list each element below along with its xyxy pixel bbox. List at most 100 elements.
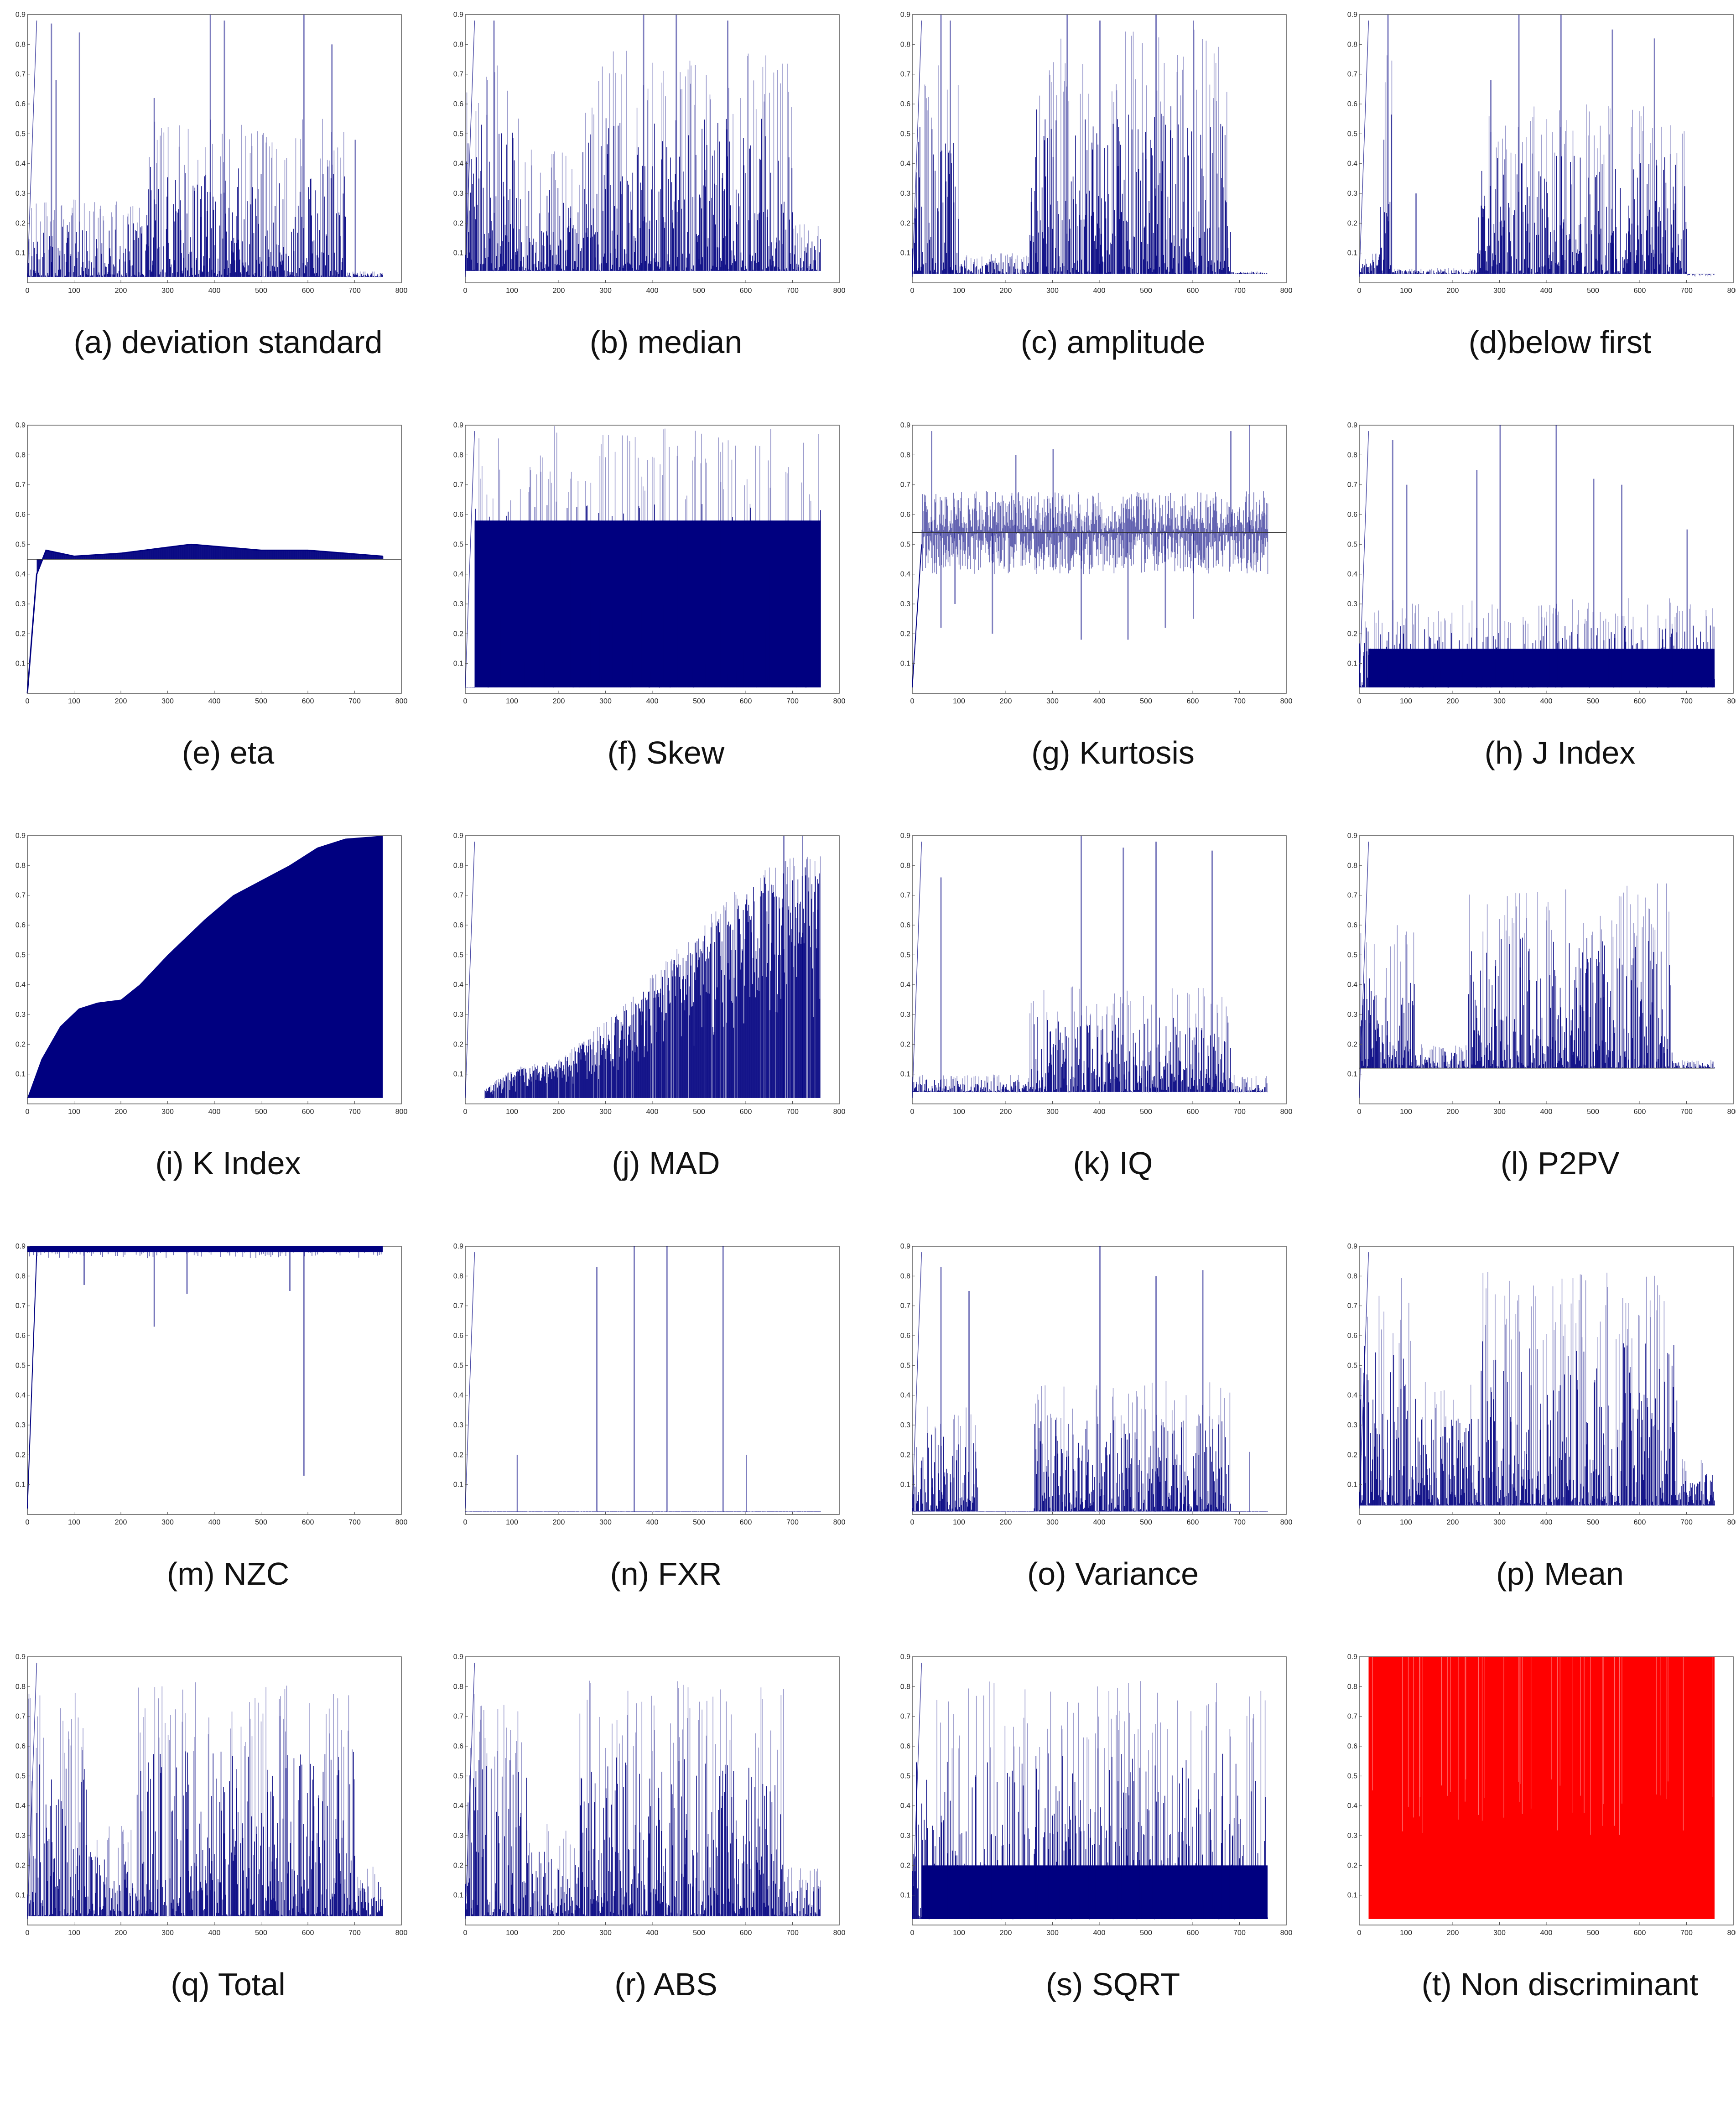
- bar-mark: [1008, 263, 1009, 274]
- bar-mark: [1659, 628, 1660, 687]
- bar-mark: [1681, 268, 1682, 274]
- bar-mark: [1635, 663, 1636, 687]
- bar-mark: [203, 545, 205, 559]
- bar-mark: [594, 543, 595, 687]
- bar-mark: [195, 545, 196, 559]
- bar-mark: [97, 555, 99, 559]
- bar-mark: [249, 153, 251, 277]
- bar-mark: [1165, 125, 1166, 274]
- bar-mark: [476, 157, 477, 271]
- bar-mark: [1150, 140, 1151, 274]
- bar-mark: [1260, 520, 1261, 571]
- bar-mark: [1668, 687, 1669, 688]
- bar-mark: [1566, 235, 1567, 274]
- y-tick-label: 0.5: [453, 541, 463, 548]
- bar-mark: [930, 271, 931, 274]
- bar-mark: [1596, 175, 1597, 274]
- bar-mark: [282, 199, 284, 277]
- bar-mark: [1566, 640, 1567, 687]
- bar-mark: [686, 495, 687, 687]
- bar-mark: [743, 165, 744, 271]
- x-tick-label: 700: [786, 287, 799, 295]
- bar-mark: [187, 270, 188, 277]
- bar-mark: [1002, 269, 1003, 274]
- bar-mark: [582, 268, 583, 271]
- bar-mark: [635, 241, 636, 271]
- bar-mark: [191, 544, 192, 559]
- bar-mark: [131, 552, 132, 559]
- bar-mark: [1528, 196, 1530, 274]
- bar-mark: [1410, 644, 1411, 687]
- bar-mark: [1429, 679, 1431, 687]
- bar-mark: [689, 550, 690, 687]
- bar-mark: [1589, 687, 1590, 688]
- bar-mark: [95, 555, 96, 559]
- bar-mark: [1214, 510, 1215, 542]
- bar-mark: [596, 193, 598, 271]
- bar-mark: [1041, 187, 1043, 274]
- bar-mark: [1374, 612, 1375, 687]
- bar-mark: [630, 687, 632, 688]
- bar-mark: [1041, 532, 1042, 559]
- bar-mark: [965, 268, 966, 274]
- bar-mark: [1575, 273, 1576, 274]
- bar-mark: [728, 88, 729, 271]
- bar-mark: [1061, 220, 1063, 274]
- bar-mark: [1359, 643, 1360, 687]
- bar-mark: [1177, 514, 1178, 554]
- bar-mark: [1414, 613, 1415, 687]
- bar-mark: [1666, 666, 1667, 687]
- bar-mark: [751, 261, 752, 271]
- bar-mark: [67, 225, 68, 277]
- bar-mark: [1541, 266, 1543, 274]
- bar-mark: [139, 551, 140, 559]
- bar-mark: [1414, 270, 1415, 274]
- bar-mark: [1695, 674, 1696, 687]
- bar-mark: [209, 15, 211, 277]
- bar-mark: [498, 270, 499, 271]
- bar-mark: [1072, 268, 1073, 274]
- bar-mark: [1381, 684, 1382, 687]
- bar-mark: [301, 550, 302, 559]
- bar-mark: [1507, 685, 1508, 687]
- bar-mark: [1193, 532, 1194, 619]
- bar-mark: [254, 276, 255, 277]
- bar-mark: [1247, 272, 1248, 274]
- bar-mark: [1055, 527, 1057, 567]
- bar-mark: [561, 633, 562, 687]
- bar-mark: [1522, 677, 1523, 687]
- bar-mark: [1519, 676, 1521, 687]
- bar-mark: [1018, 492, 1019, 533]
- bar-mark: [777, 70, 778, 271]
- bar-mark: [492, 230, 493, 271]
- bar-mark: [1581, 679, 1583, 687]
- bar-mark: [982, 265, 983, 274]
- bar-mark: [1171, 242, 1172, 274]
- bar-mark: [260, 276, 261, 277]
- bar-mark: [1658, 677, 1660, 687]
- bar-mark: [1091, 512, 1093, 534]
- bar-mark: [179, 125, 180, 277]
- y-tick-label: 0.7: [453, 481, 463, 489]
- bar-mark: [582, 152, 583, 271]
- bar-mark: [658, 598, 659, 687]
- bar-mark: [797, 233, 798, 271]
- bar-mark: [122, 553, 123, 559]
- bar-mark: [1589, 111, 1590, 274]
- bar-mark: [260, 174, 262, 277]
- bar-mark: [1150, 268, 1151, 274]
- bar-mark: [513, 576, 514, 687]
- bar-mark: [513, 228, 514, 271]
- bar-mark: [607, 144, 608, 271]
- bar-mark: [1651, 227, 1653, 274]
- y-tick-label: 0.1: [16, 660, 26, 668]
- bar-mark: [592, 682, 593, 687]
- bar-mark: [1660, 253, 1662, 274]
- bar-mark: [1063, 524, 1064, 533]
- bar-mark: [252, 549, 254, 559]
- bar-mark: [1029, 499, 1030, 563]
- bar-mark: [808, 654, 810, 687]
- bar-mark: [86, 555, 87, 559]
- bar-mark: [749, 677, 750, 687]
- bar-mark: [75, 556, 76, 559]
